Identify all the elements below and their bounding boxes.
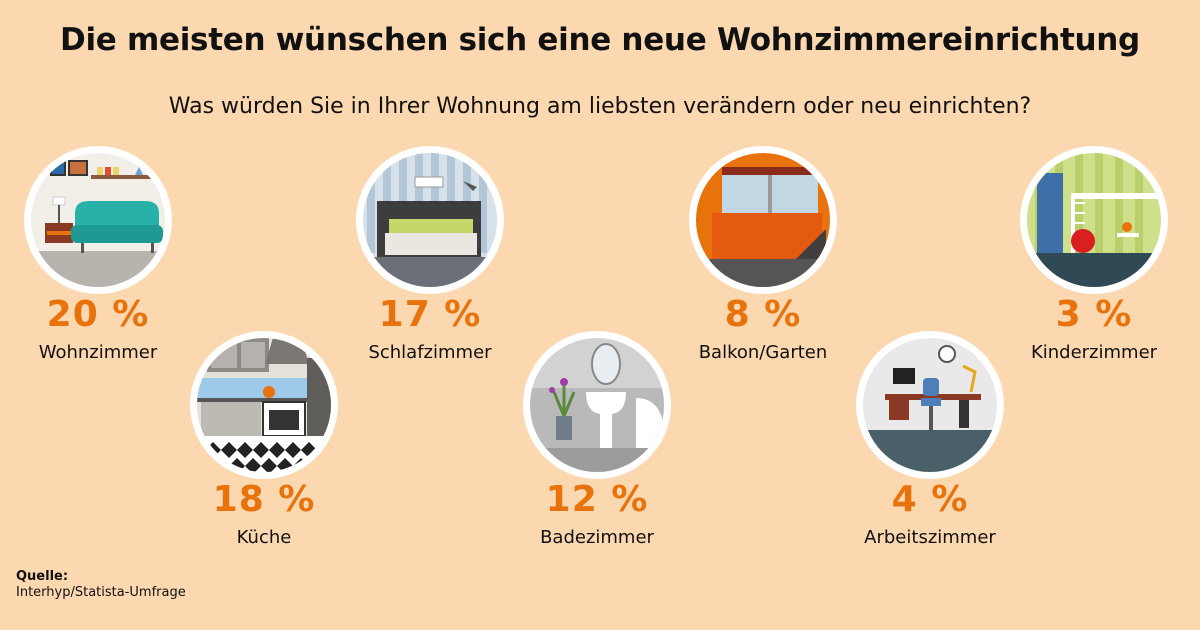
chart-subtitle: Was würden Sie in Ihrer Wohnung am liebs… bbox=[168, 94, 1032, 119]
value-label: 12 % bbox=[545, 479, 649, 520]
category-label: Küche bbox=[236, 527, 292, 548]
bathroom-icon bbox=[530, 338, 664, 472]
room-item: 8 % Balkon/Garten bbox=[683, 146, 843, 396]
circle-frame bbox=[689, 146, 837, 294]
room-item: 17 % Schlafzimmer bbox=[350, 146, 510, 396]
value-label: 4 % bbox=[891, 479, 969, 520]
chart-title: Die meisten wünschen sich eine neue Wohn… bbox=[60, 22, 1140, 58]
room-item: 18 % Küche bbox=[184, 331, 344, 581]
source-text: Interhyp/Statista-Umfrage bbox=[16, 585, 186, 600]
value-label: 3 % bbox=[1055, 294, 1133, 335]
category-label: Schlafzimmer bbox=[368, 342, 492, 363]
room-item: 20 % Wohnzimmer bbox=[18, 146, 178, 396]
value-label: 18 % bbox=[212, 479, 316, 520]
category-label: Balkon/Garten bbox=[698, 342, 828, 363]
source-note: Quelle: Interhyp/Statista-Umfrage bbox=[16, 569, 186, 601]
circle-frame bbox=[1020, 146, 1168, 294]
value-label: 17 % bbox=[378, 294, 482, 335]
circle-frame bbox=[190, 331, 338, 479]
source-heading: Quelle: bbox=[16, 569, 69, 584]
circle-frame bbox=[24, 146, 172, 294]
category-label: Arbeitszimmer bbox=[864, 527, 996, 548]
office-icon bbox=[863, 338, 997, 472]
circle-frame bbox=[856, 331, 1004, 479]
room-item: 4 % Arbeitszimmer bbox=[850, 331, 1010, 581]
circle-frame bbox=[356, 146, 504, 294]
kitchen-icon bbox=[197, 338, 331, 472]
bedroom-icon bbox=[363, 153, 497, 287]
value-label: 20 % bbox=[46, 294, 150, 335]
balcony-icon bbox=[696, 153, 830, 287]
circle-frame bbox=[523, 331, 671, 479]
room-item: 3 % Kinderzimmer bbox=[1014, 146, 1174, 396]
kids-room-icon bbox=[1027, 153, 1161, 287]
category-label: Wohnzimmer bbox=[38, 342, 158, 363]
category-label: Kinderzimmer bbox=[1030, 342, 1158, 363]
category-label: Badezimmer bbox=[540, 527, 654, 548]
room-item: 12 % Badezimmer bbox=[517, 331, 677, 581]
living-room-icon bbox=[31, 153, 165, 287]
value-label: 8 % bbox=[724, 294, 802, 335]
